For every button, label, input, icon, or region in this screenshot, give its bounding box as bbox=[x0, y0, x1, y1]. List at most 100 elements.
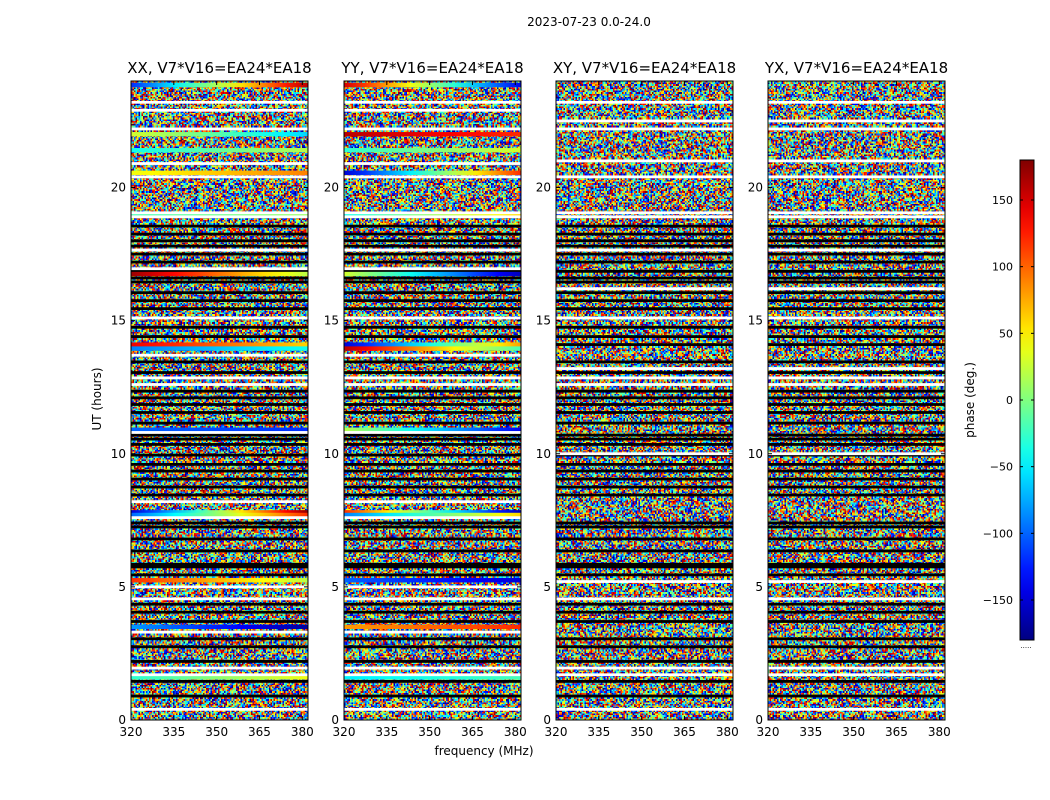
flagged-row bbox=[344, 252, 521, 256]
flagged-row bbox=[344, 453, 521, 457]
data-gap bbox=[131, 316, 308, 320]
x-tick-label: 365 bbox=[461, 725, 484, 739]
flagged-row bbox=[131, 224, 308, 228]
data-gap bbox=[344, 500, 521, 504]
flagged-row bbox=[344, 645, 521, 649]
x-tick-label: 335 bbox=[799, 725, 822, 739]
flagged-row bbox=[131, 602, 308, 606]
colorbar-tick-label: −50 bbox=[990, 461, 1013, 474]
data-gap bbox=[131, 108, 308, 112]
y-tick-label: 15 bbox=[536, 314, 551, 328]
flagged-row bbox=[556, 252, 733, 256]
y-tick-label: 10 bbox=[536, 447, 551, 461]
flagged-row bbox=[131, 521, 308, 525]
data-gap bbox=[344, 673, 521, 677]
flagged-row bbox=[344, 525, 521, 529]
flagged-row bbox=[131, 276, 308, 280]
flagged-row bbox=[131, 433, 308, 437]
data-gap bbox=[344, 383, 521, 386]
flagged-row bbox=[131, 280, 308, 284]
flagged-row bbox=[131, 463, 308, 466]
flagged-row bbox=[131, 325, 308, 329]
data-gap bbox=[344, 215, 521, 219]
flagged-row bbox=[556, 411, 733, 414]
flagged-row bbox=[131, 252, 308, 256]
flagged-row bbox=[344, 307, 521, 311]
flagged-row bbox=[131, 562, 308, 566]
data-gap bbox=[768, 376, 945, 380]
colorbar-gradient bbox=[1020, 160, 1034, 640]
data-gap bbox=[768, 316, 945, 320]
colorbar-note: ..... bbox=[1020, 642, 1031, 650]
flagged-row bbox=[768, 443, 945, 446]
flagged-row bbox=[131, 437, 308, 441]
data-gap bbox=[556, 287, 733, 291]
flagged-row bbox=[556, 403, 733, 406]
flagged-row bbox=[344, 360, 521, 364]
flagged-row bbox=[131, 573, 308, 577]
flagged-row bbox=[556, 335, 733, 338]
panel-xx: XX, V7*V16=EA24*EA18 320 335 350 365 380 0 5 10 1… bbox=[111, 59, 314, 739]
data-gap bbox=[131, 175, 308, 179]
flagged-row bbox=[556, 260, 733, 264]
data-gap bbox=[131, 100, 308, 104]
flagged-row bbox=[556, 371, 733, 374]
coherent-stripe bbox=[131, 512, 308, 518]
data-gap bbox=[131, 162, 308, 165]
data-gap bbox=[131, 431, 308, 434]
data-gap bbox=[556, 127, 733, 131]
flagged-row bbox=[768, 371, 945, 374]
flagged-row bbox=[131, 260, 308, 264]
flagged-row bbox=[768, 620, 945, 623]
flagged-row bbox=[556, 525, 733, 529]
flagged-row bbox=[556, 469, 733, 473]
flagged-row bbox=[344, 421, 521, 425]
flagged-row bbox=[768, 645, 945, 649]
colorbar: −150 −100 −50 0 50 100 150 bbox=[983, 159, 1035, 641]
data-gap bbox=[768, 100, 945, 104]
flagged-row bbox=[556, 645, 733, 649]
flagged-row bbox=[344, 403, 521, 406]
flagged-row bbox=[556, 389, 733, 393]
data-gap bbox=[768, 248, 945, 252]
flagged-row bbox=[768, 232, 945, 236]
data-gap bbox=[768, 707, 945, 711]
y-tick-label: 5 bbox=[331, 580, 339, 594]
y-tick-label: 5 bbox=[118, 580, 126, 594]
flagged-row bbox=[768, 403, 945, 406]
data-gap bbox=[344, 248, 521, 252]
figure-title: 2023-07-23 0.0-24.0 bbox=[527, 15, 651, 29]
flagged-row bbox=[344, 549, 521, 553]
y-tick-label: 20 bbox=[536, 181, 551, 195]
flagged-row bbox=[768, 396, 945, 400]
data-gap bbox=[556, 707, 733, 711]
flagged-row bbox=[131, 469, 308, 473]
flagged-row bbox=[131, 610, 308, 614]
flagged-row bbox=[768, 525, 945, 529]
data-gap bbox=[768, 367, 945, 370]
data-gap bbox=[344, 630, 521, 634]
y-tick-label: 20 bbox=[111, 181, 126, 195]
axes-frame-xy bbox=[555, 80, 734, 721]
coherent-stripe bbox=[344, 578, 521, 583]
flagged-row bbox=[768, 433, 945, 437]
flagged-row bbox=[556, 485, 733, 489]
flagged-row bbox=[131, 620, 308, 623]
flagged-row bbox=[768, 602, 945, 606]
data-gap bbox=[131, 267, 308, 271]
panel-title-yy: YY, V7*V16=EA24*EA18 bbox=[340, 59, 523, 77]
x-tick-label: 350 bbox=[842, 725, 865, 739]
flagged-row bbox=[344, 389, 521, 393]
panel-yy: YY, V7*V16=EA24*EA18 320 335 350 365 380 0 5 10 1… bbox=[324, 59, 527, 739]
y-tick-label: 20 bbox=[324, 181, 339, 195]
y-tick-label: 15 bbox=[324, 314, 339, 328]
flagged-row bbox=[768, 239, 945, 243]
flagged-row bbox=[131, 307, 308, 311]
colorbar-tick-label: 150 bbox=[992, 194, 1013, 207]
data-gap bbox=[556, 175, 733, 179]
coherent-stripe bbox=[344, 148, 521, 153]
coherent-stripe bbox=[131, 675, 308, 680]
x-tick-label: 335 bbox=[375, 725, 398, 739]
flagged-row bbox=[344, 443, 521, 446]
